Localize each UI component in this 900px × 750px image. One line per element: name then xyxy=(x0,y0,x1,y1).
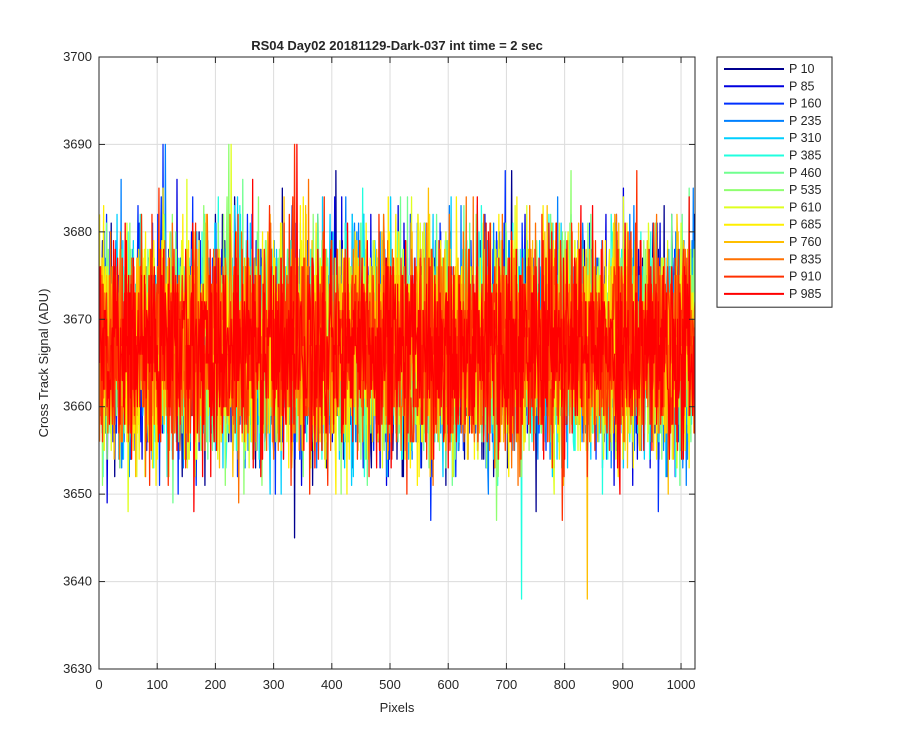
legend-entry: P 160 xyxy=(789,97,821,111)
y-tick-label: 3640 xyxy=(63,574,92,589)
x-tick-label: 300 xyxy=(263,677,285,692)
legend-entry: P 10 xyxy=(789,62,815,76)
x-tick-label: 800 xyxy=(554,677,576,692)
legend-entry: P 610 xyxy=(789,200,821,214)
x-tick-label: 100 xyxy=(146,677,168,692)
x-tick-label: 1000 xyxy=(667,677,696,692)
legend-entry: P 385 xyxy=(789,149,821,163)
y-tick-label: 3690 xyxy=(63,136,92,151)
legend-box xyxy=(716,56,833,308)
x-tick-label: 0 xyxy=(95,677,102,692)
x-tick-label: 400 xyxy=(321,677,343,692)
y-tick-label: 3650 xyxy=(63,486,92,501)
axis-ticks: 0 100 200 300 400 500 600 700 800 900 1000 3630 3640… xyxy=(63,49,695,692)
y-tick-label: 3630 xyxy=(63,661,92,676)
legend-entry: P 910 xyxy=(789,270,821,284)
x-tick-label: 700 xyxy=(496,677,518,692)
legend-entry: P 760 xyxy=(789,235,821,249)
y-tick-label: 3670 xyxy=(63,311,92,326)
x-tick-label: 600 xyxy=(437,677,459,692)
series-line-p985 xyxy=(99,143,695,513)
x-axis-label: Pixels xyxy=(380,700,415,715)
plot-frame xyxy=(98,56,696,670)
x-tick-label: 500 xyxy=(379,677,401,692)
y-axis-label: Cross Track Signal (ADU) xyxy=(36,289,51,438)
y-tick-label: 3660 xyxy=(63,399,92,414)
legend-entry: P 835 xyxy=(789,252,821,266)
legend-entry: P 310 xyxy=(789,131,821,145)
legend-entry: P 685 xyxy=(789,218,821,232)
chart-title: RS04 Day02 20181129-Dark-037 int time = … xyxy=(251,38,543,53)
y-tick-label: 3700 xyxy=(63,49,92,64)
x-tick-label: 200 xyxy=(205,677,227,692)
legend: P 10 P 85 P 160 P 235 P 310 P 385 P 460 P 535 P … xyxy=(716,56,833,308)
legend-entry: P 235 xyxy=(789,114,821,128)
legend-entry: P 85 xyxy=(789,79,815,93)
x-tick-label: 900 xyxy=(612,677,634,692)
legend-entry: P 985 xyxy=(789,287,821,301)
y-tick-label: 3680 xyxy=(63,224,92,239)
legend-entry: P 535 xyxy=(789,183,821,197)
series-group xyxy=(99,143,695,600)
legend-entry: P 460 xyxy=(789,166,821,180)
